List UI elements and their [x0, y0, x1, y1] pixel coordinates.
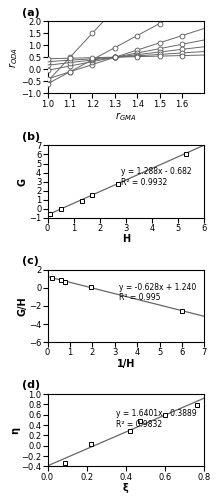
Text: (b): (b): [22, 132, 41, 142]
Y-axis label: η: η: [10, 426, 20, 434]
Y-axis label: G: G: [18, 178, 28, 186]
Text: (d): (d): [22, 380, 41, 390]
Text: y = 1.6401x - 0.3889
R² = 0.9832: y = 1.6401x - 0.3889 R² = 0.9832: [116, 409, 197, 428]
X-axis label: $r_{GMA}$: $r_{GMA}$: [115, 110, 137, 123]
X-axis label: ξ: ξ: [123, 483, 129, 493]
Y-axis label: G/H: G/H: [17, 296, 27, 316]
Text: y = -0.628x + 1.240
R² = 0.995: y = -0.628x + 1.240 R² = 0.995: [119, 282, 196, 302]
X-axis label: H: H: [122, 234, 130, 244]
Y-axis label: $r_{ODA}$: $r_{ODA}$: [7, 47, 20, 68]
X-axis label: 1/H: 1/H: [117, 358, 135, 368]
Text: (a): (a): [22, 8, 40, 18]
Text: y = 1.288x - 0.682
R² = 0.9932: y = 1.288x - 0.682 R² = 0.9932: [121, 168, 191, 187]
Text: (c): (c): [22, 256, 39, 266]
